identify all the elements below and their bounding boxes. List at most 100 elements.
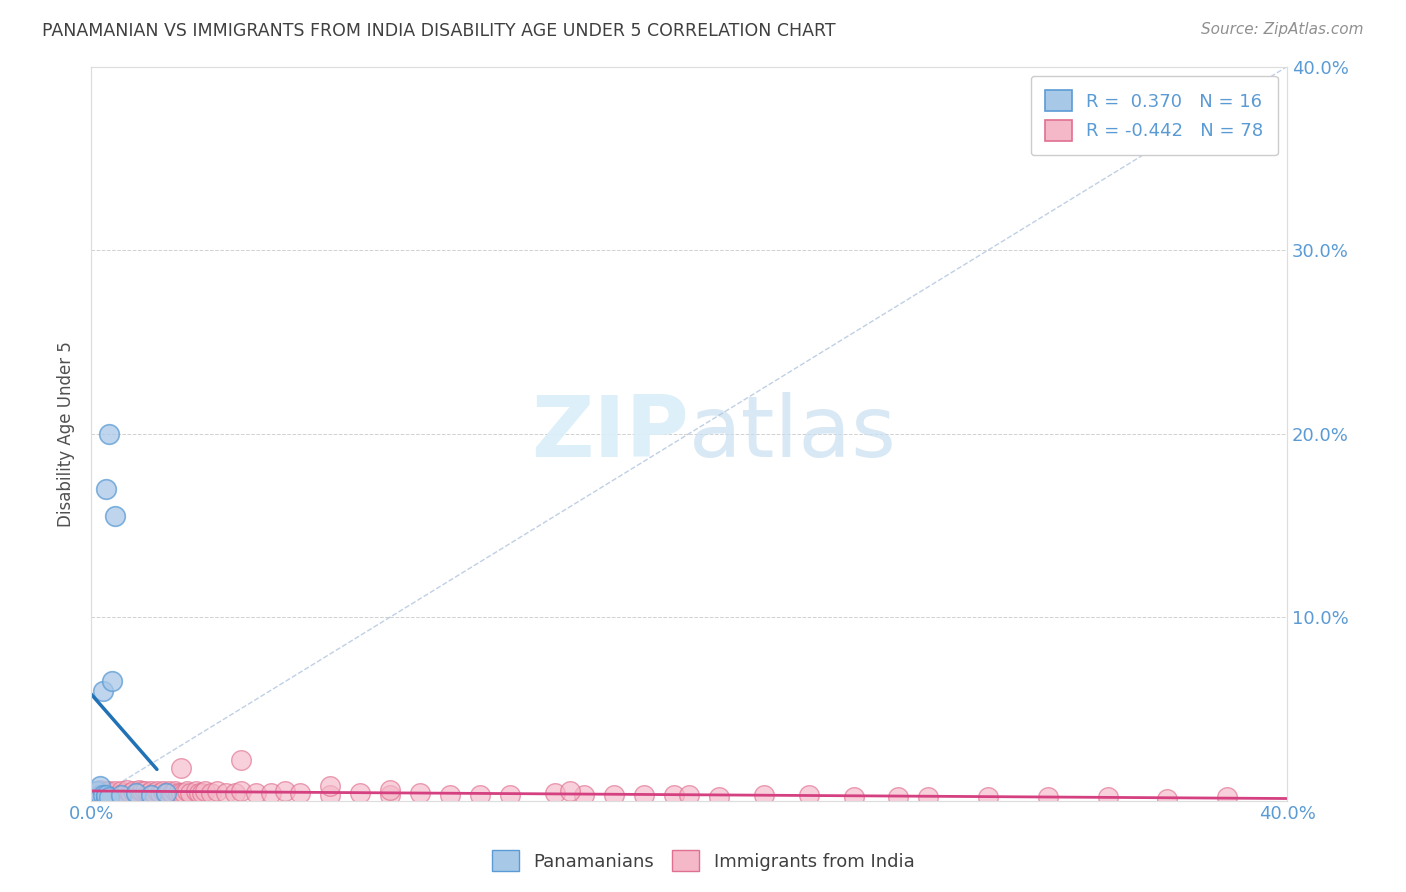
Point [86,784,108,798]
Point [543,786,565,800]
Point [104,509,127,524]
Point [678,788,700,802]
Point [94,482,117,496]
Point [91,788,114,802]
Point [191,786,214,800]
Point [94,784,117,798]
Point [1097,789,1119,804]
Point [107,788,129,802]
Point [155,786,177,800]
Text: atlas: atlas [689,392,897,475]
Point [215,786,238,800]
Point [842,789,865,804]
Y-axis label: Disability Age Under 5: Disability Age Under 5 [58,341,75,526]
Point [139,788,162,802]
Point [378,782,401,797]
Point [797,788,820,802]
Point [499,788,522,802]
Point [155,786,177,800]
Point [378,788,401,802]
Point [1216,789,1239,804]
Point [89,786,111,800]
Legend: Panamanians, Immigrants from India: Panamanians, Immigrants from India [485,843,921,879]
Point [349,786,371,800]
Point [98,784,121,798]
Text: ZIP: ZIP [531,392,689,475]
Point [603,788,626,802]
Point [157,784,180,798]
Point [439,788,461,802]
Text: PANAMANIAN VS IMMIGRANTS FROM INDIA DISABILITY AGE UNDER 5 CORRELATION CHART: PANAMANIAN VS IMMIGRANTS FROM INDIA DISA… [42,22,835,40]
Point [89,788,111,802]
Point [662,788,685,802]
Point [977,789,1000,804]
Point [558,784,581,798]
Point [160,786,183,800]
Point [125,786,148,800]
Point [118,786,141,800]
Point [409,786,432,800]
Point [1036,789,1059,804]
Point [83,786,105,800]
Point [173,786,195,800]
Point [91,683,114,698]
Point [110,784,132,798]
Point [152,784,174,798]
Point [179,786,201,800]
Point [274,784,297,798]
Point [149,786,172,800]
Point [101,674,124,689]
Point [146,784,169,798]
Point [122,784,145,798]
Point [319,779,342,793]
Point [104,784,127,798]
Point [917,789,939,804]
Point [205,784,228,798]
Point [94,789,117,804]
Point [184,784,207,798]
Point [200,786,222,800]
Point [112,786,135,800]
Point [245,786,267,800]
Point [89,782,111,797]
Point [94,786,117,800]
Point [86,788,108,802]
Point [115,782,138,797]
Point [94,788,117,802]
Point [86,784,108,798]
Legend: R =  0.370   N = 16, R = -0.442   N = 78: R = 0.370 N = 16, R = -0.442 N = 78 [1031,76,1278,155]
Point [752,788,775,802]
Point [259,786,281,800]
Point [707,789,730,804]
Point [319,788,342,802]
Point [166,786,188,800]
Point [194,784,217,798]
Point [224,786,246,800]
Point [136,786,159,800]
Point [170,786,193,800]
Point [574,788,596,802]
Point [98,426,121,441]
Point [633,788,655,802]
Point [170,761,193,775]
Point [187,786,209,800]
Point [134,784,156,798]
Point [91,788,114,802]
Point [1156,791,1178,805]
Text: Source: ZipAtlas.com: Source: ZipAtlas.com [1201,22,1364,37]
Point [110,788,132,802]
Point [887,789,910,804]
Point [229,784,252,798]
Point [89,779,111,793]
Point [125,786,148,800]
Point [163,784,186,798]
Point [98,789,121,804]
Point [468,788,491,802]
Point [142,786,165,800]
Point [128,782,150,797]
Point [176,784,198,798]
Point [131,784,153,798]
Point [229,753,252,767]
Point [101,786,124,800]
Point [290,786,312,800]
